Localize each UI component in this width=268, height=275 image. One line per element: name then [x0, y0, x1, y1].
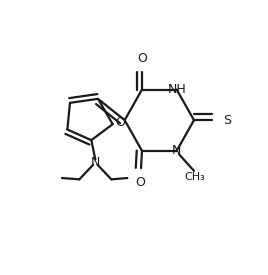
Text: CH₃: CH₃	[184, 172, 205, 182]
Text: O: O	[136, 176, 146, 189]
Text: N: N	[172, 144, 181, 157]
Text: NH: NH	[167, 83, 186, 96]
Text: O: O	[116, 116, 126, 129]
Text: S: S	[223, 114, 231, 127]
Text: N: N	[91, 156, 100, 169]
Text: O: O	[137, 51, 147, 65]
